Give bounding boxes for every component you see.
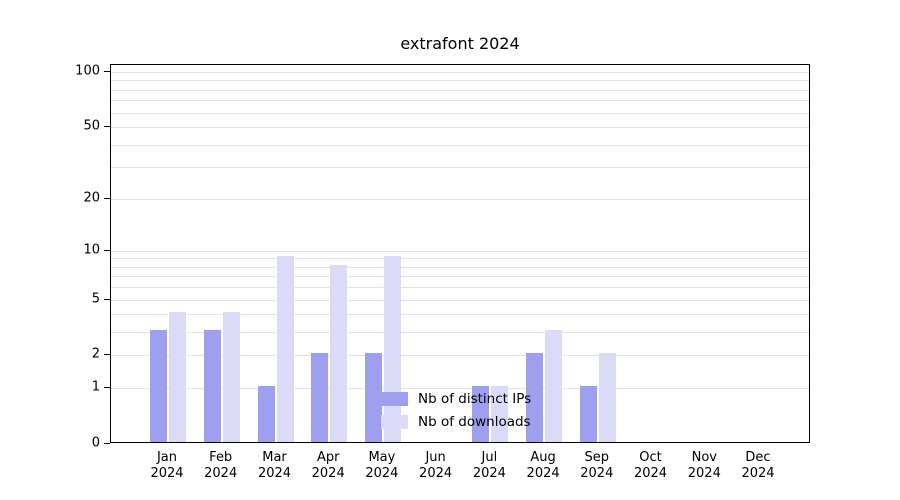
y-tick-mark xyxy=(104,197,110,199)
bar-feb-downloads xyxy=(222,312,240,442)
y-tick-mark xyxy=(104,443,110,444)
x-tick-year: 2024 xyxy=(311,466,345,481)
gridline xyxy=(111,276,809,278)
legend-item-distinct-ips: Nb of distinct IPs xyxy=(381,391,531,407)
gridline xyxy=(111,80,809,82)
x-tick-year: 2024 xyxy=(580,466,614,481)
bar-jan-downloads xyxy=(169,312,186,442)
gridline xyxy=(111,258,809,260)
x-tick-label-apr: Apr 2024 xyxy=(296,450,360,482)
legend-swatch xyxy=(381,392,408,406)
y-tick-mark xyxy=(104,298,110,300)
bar-sep-distinct-ips xyxy=(579,386,597,442)
bar-aug-downloads xyxy=(545,330,563,442)
gridline xyxy=(111,266,809,268)
x-tick-month: Feb xyxy=(209,450,233,465)
x-tick-year: 2024 xyxy=(633,466,668,481)
gridline xyxy=(111,250,809,252)
x-tick-label-aug: Aug 2024 xyxy=(511,450,575,482)
legend-label: Nb of distinct IPs xyxy=(418,391,532,407)
x-tick-month: Oct xyxy=(639,450,662,465)
bar-jul-distinct-ips xyxy=(472,386,490,442)
gridline xyxy=(111,388,809,390)
bar-jan-distinct-ips xyxy=(150,330,167,442)
x-tick-year: 2024 xyxy=(257,466,292,481)
x-tick-label-mar: Mar 2024 xyxy=(243,450,307,482)
x-tick-year: 2024 xyxy=(687,466,721,481)
legend-swatch xyxy=(381,415,408,429)
bar-apr-distinct-ips xyxy=(311,353,329,442)
bar-sep-downloads xyxy=(598,353,616,442)
plot-area: Nb of distinct IPs Nb of downloads xyxy=(110,64,810,443)
x-tick-year: 2024 xyxy=(204,466,238,481)
x-tick-year: 2024 xyxy=(150,466,184,481)
gridline xyxy=(111,198,809,200)
y-tick-label: 20 xyxy=(83,190,100,206)
x-tick-label-jun: Jun 2024 xyxy=(404,450,468,482)
x-tick-month: Aug xyxy=(530,450,556,465)
legend: Nb of distinct IPs Nb of downloads xyxy=(381,391,531,430)
chart-title: extrafont 2024 xyxy=(400,34,520,53)
gridline xyxy=(111,287,809,289)
x-tick-label-dec: Dec 2024 xyxy=(726,450,790,482)
y-tick-label: 10 xyxy=(83,242,100,258)
y-tick-mark xyxy=(104,354,110,356)
gridline xyxy=(111,144,809,146)
x-tick-year: 2024 xyxy=(472,466,506,481)
x-tick-label-sep: Sep 2024 xyxy=(565,450,629,482)
y-tick-mark xyxy=(104,387,110,389)
gridline xyxy=(111,89,809,91)
y-tick-label: 5 xyxy=(91,291,100,307)
y-tick-label: 2 xyxy=(91,346,100,362)
x-tick-month: Apr xyxy=(316,450,340,465)
x-tick-label-feb: Feb 2024 xyxy=(189,450,253,482)
y-tick-mark xyxy=(104,126,110,128)
y-tick-label: 0 xyxy=(91,435,100,451)
y-tick-label: 100 xyxy=(75,63,100,79)
x-tick-year: 2024 xyxy=(419,466,453,481)
bar-apr-downloads xyxy=(330,264,348,442)
y-tick-label: 1 xyxy=(91,379,100,395)
bar-mar-downloads xyxy=(276,256,294,442)
bar-may-distinct-ips xyxy=(364,353,382,442)
x-tick-month: Dec xyxy=(745,450,771,465)
gridline xyxy=(111,299,809,301)
gridline xyxy=(111,332,809,334)
gridline xyxy=(111,167,809,169)
x-tick-month: May xyxy=(368,450,396,465)
y-tick-mark xyxy=(104,249,110,251)
gridline xyxy=(111,112,809,114)
gridline xyxy=(111,100,809,102)
y-tick-mark xyxy=(104,71,110,72)
gridline xyxy=(111,355,809,357)
gridline xyxy=(111,314,809,316)
bar-mar-distinct-ips xyxy=(257,386,275,442)
gridline xyxy=(111,72,809,73)
x-tick-year: 2024 xyxy=(741,466,775,481)
x-tick-label-jan: Jan 2024 xyxy=(135,450,199,482)
x-tick-label-jul: Jul 2024 xyxy=(457,450,521,482)
x-tick-label-may: May 2024 xyxy=(350,450,414,482)
legend-item-downloads: Nb of downloads xyxy=(381,414,531,430)
x-tick-month: Nov xyxy=(691,450,717,465)
x-tick-month: Jan xyxy=(156,450,178,465)
x-tick-month: Jul xyxy=(481,450,498,465)
bar-feb-distinct-ips xyxy=(203,330,221,442)
x-tick-month: Sep xyxy=(584,450,610,465)
legend-label: Nb of downloads xyxy=(418,414,531,430)
x-tick-year: 2024 xyxy=(526,466,560,481)
x-tick-month: Jun xyxy=(425,450,446,465)
y-tick-label: 50 xyxy=(83,118,100,134)
bar-aug-distinct-ips xyxy=(526,353,544,442)
x-tick-month: Mar xyxy=(262,450,287,465)
gridline xyxy=(111,127,809,129)
bar-jul-downloads xyxy=(491,386,509,442)
x-tick-label-oct: Oct 2024 xyxy=(619,450,683,482)
x-tick-label-nov: Nov 2024 xyxy=(672,450,736,482)
x-tick-year: 2024 xyxy=(365,466,399,481)
